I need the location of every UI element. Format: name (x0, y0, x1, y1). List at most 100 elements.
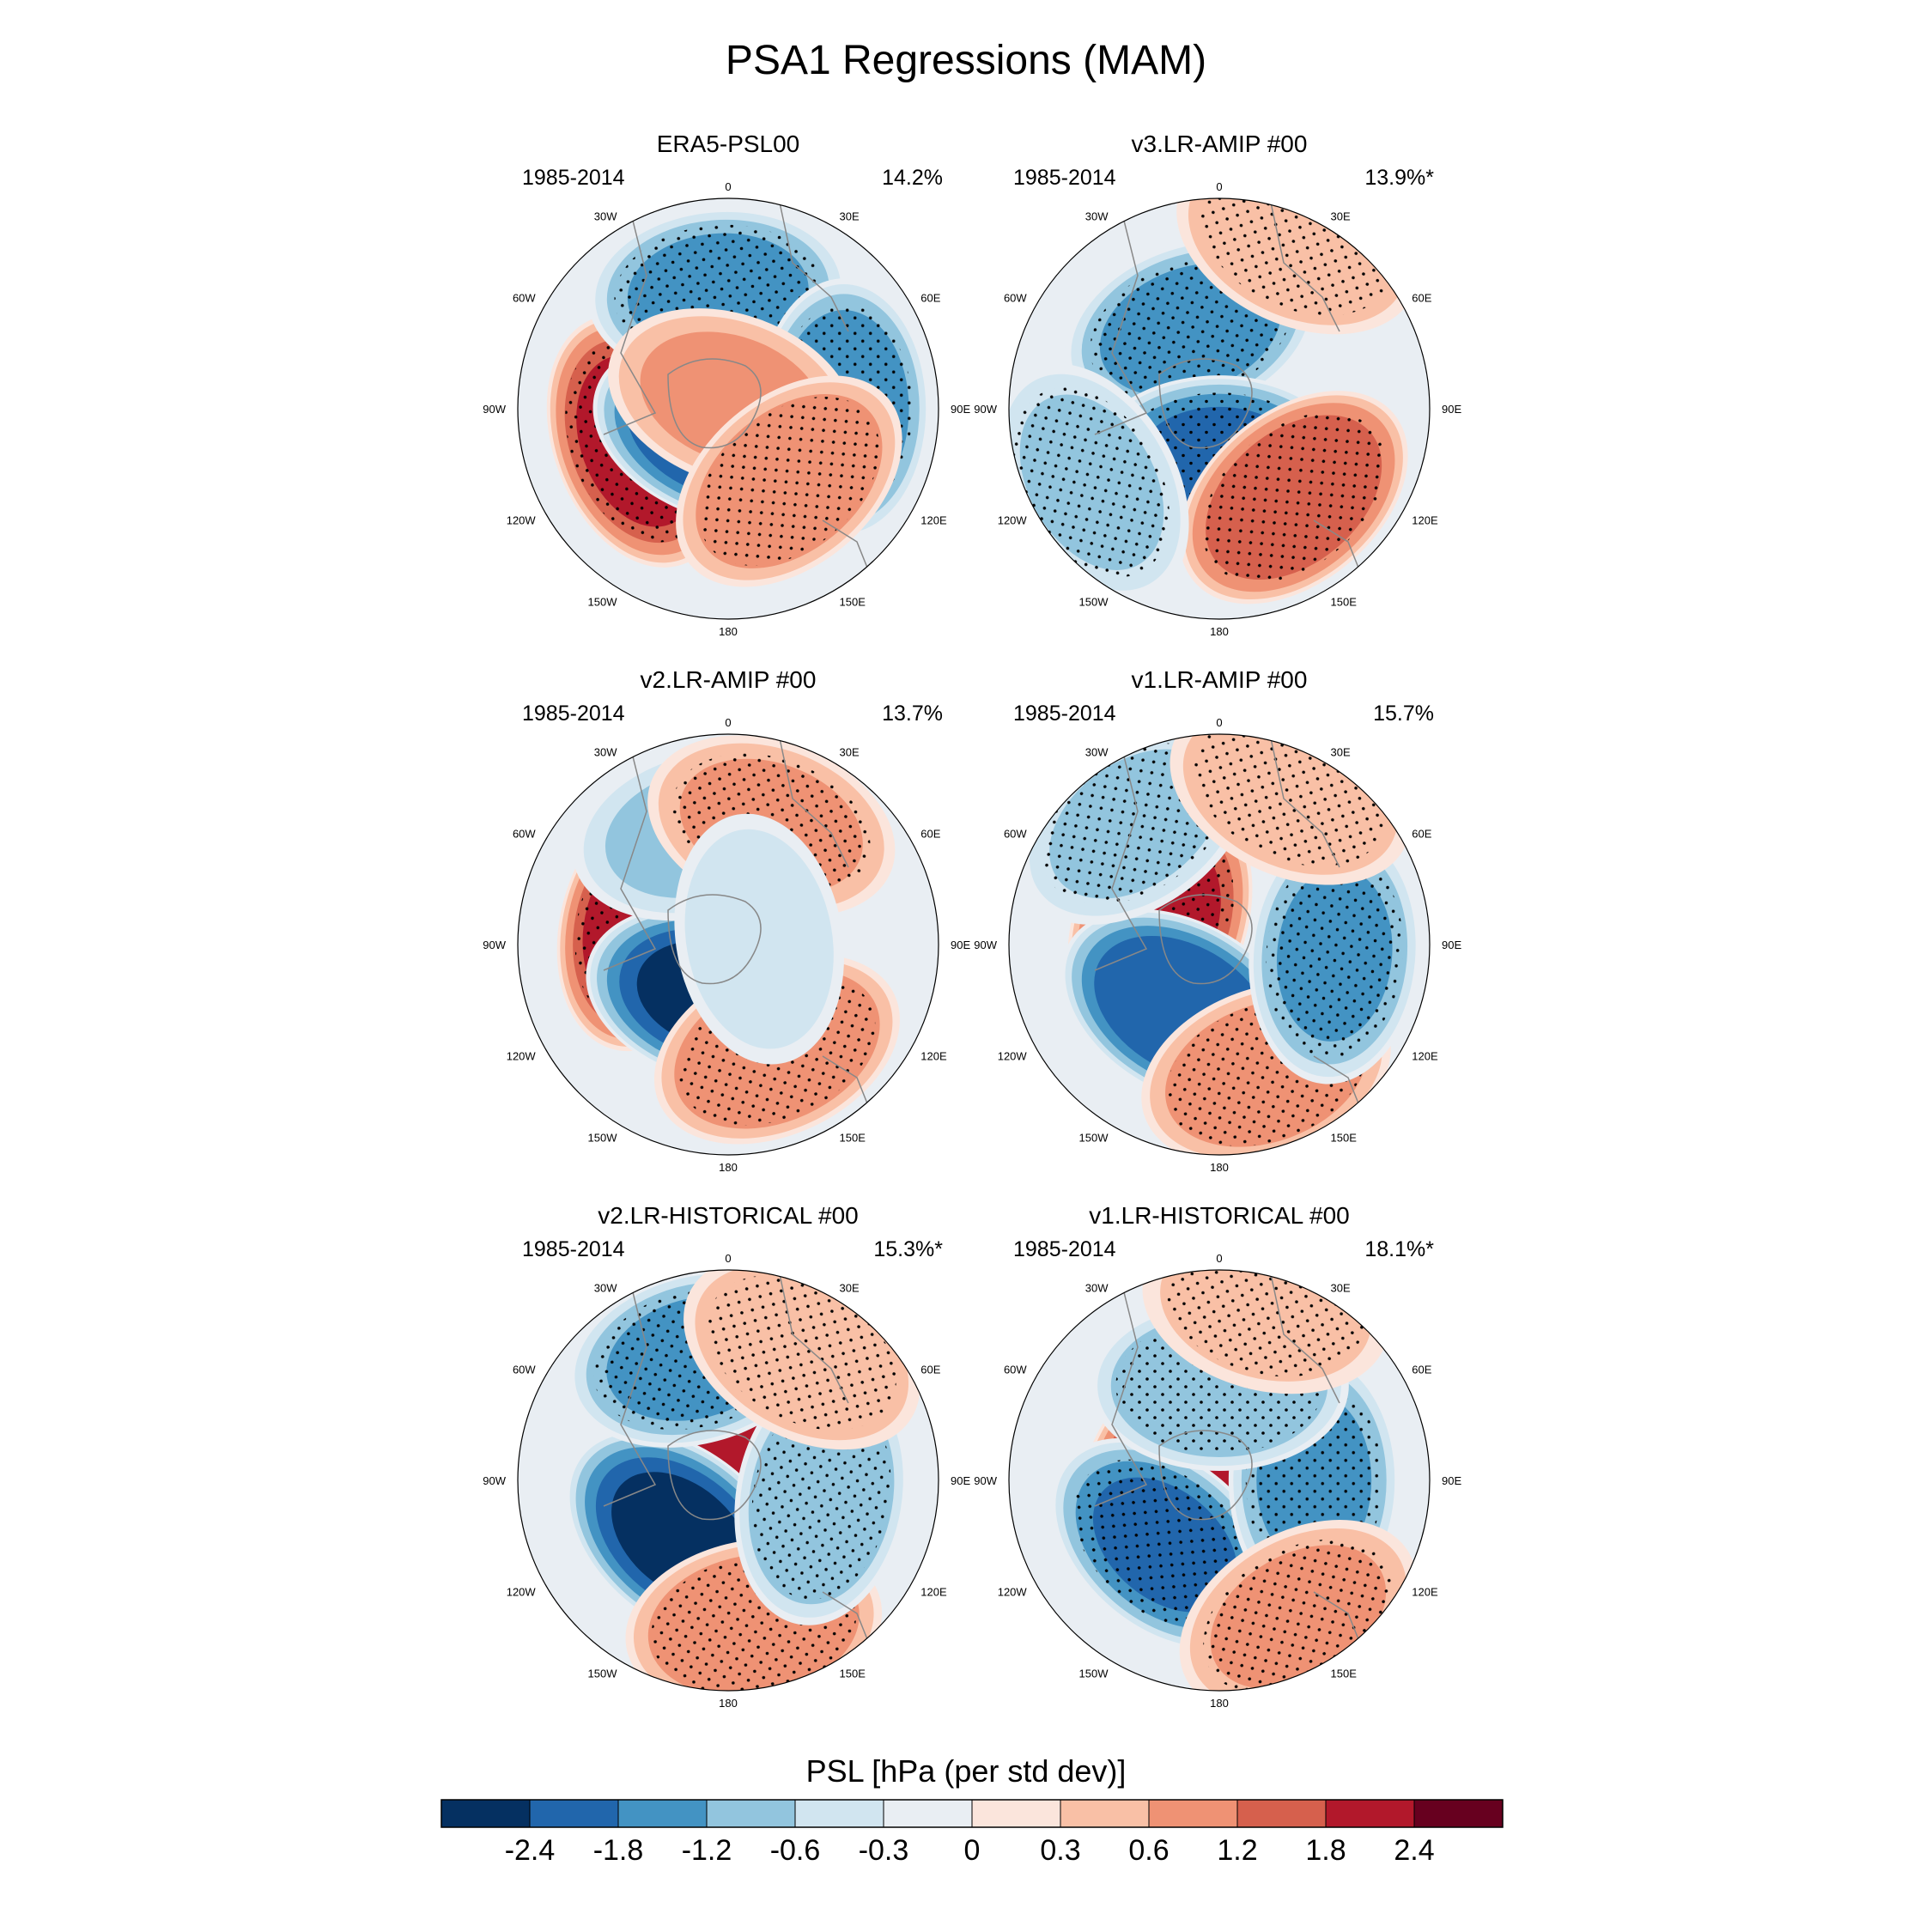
colorbar-tick-label: -0.3 (859, 1834, 909, 1867)
colorbar-swatch (1414, 1800, 1504, 1827)
panel-period: 1985-2014 (1013, 166, 1116, 190)
longitude-label: 150W (588, 1131, 618, 1144)
longitude-label: 120E (920, 1586, 947, 1599)
map-border (1008, 733, 1431, 1156)
longitude-label: 30E (840, 210, 860, 223)
anomaly-blob (1249, 825, 1421, 1084)
panel-title: v2.LR-AMIP #00 (641, 666, 817, 693)
longitude-label: 120W (998, 514, 1028, 527)
significance-stipple (1202, 411, 1385, 583)
longitude-label: 30E (1331, 746, 1351, 759)
colorbar-label: PSL [hPa (per std dev)] (806, 1753, 1127, 1789)
map-panel: 0 30E 60E 90E 120E 150E 180 150W 120W 90W 60W 30W v2… (483, 1202, 970, 1710)
coastline (1094, 742, 1148, 971)
colorbar-tick-label: 1.8 (1305, 1834, 1346, 1867)
longitude-label: 60E (1412, 292, 1431, 305)
coastline (1094, 1278, 1148, 1507)
longitude-label: 30E (840, 1282, 860, 1295)
longitude-label: 120W (507, 1586, 537, 1599)
panel-title: v1.LR-AMIP #00 (1132, 666, 1308, 693)
map-border (517, 733, 939, 1156)
colorbar-tick-label: -1.2 (682, 1834, 732, 1867)
longitude-label: 90W (483, 939, 506, 951)
colorbar-tick-label: 0 (964, 1834, 981, 1867)
colorbar-swatch (707, 1800, 796, 1827)
longitude-label: 60W (1004, 1364, 1027, 1376)
longitude-label: 30E (1331, 1282, 1351, 1295)
colorbar: PSL [hPa (per std dev)] -2.4 -1.8 -1.2 -0.6… (440, 1753, 1504, 1867)
longitude-label: 30W (1085, 746, 1109, 759)
panel-variance: 15.3%* (873, 1237, 943, 1261)
longitude-label: 120E (1412, 1050, 1438, 1063)
colorbar-swatch (795, 1800, 884, 1827)
longitude-label: 90W (483, 1474, 506, 1487)
colorbar-swatch (884, 1800, 973, 1827)
longitude-label: 120W (507, 1050, 537, 1063)
longitude-label: 60E (1412, 1364, 1431, 1376)
coastline (667, 1430, 762, 1521)
longitude-label: 30W (1085, 1282, 1109, 1295)
longitude-label: 30E (840, 746, 860, 759)
map-panel: 0 30E 60E 90E 120E 150E 180 150W 120W 90W 60W 30W v1… (974, 666, 1461, 1174)
longitude-label: 30W (1085, 210, 1109, 223)
colorbar-tick-label: 0.3 (1040, 1834, 1080, 1867)
significance-stipple (707, 1275, 896, 1431)
longitude-label: 150E (1331, 595, 1358, 608)
colorbar-swatch (1149, 1800, 1238, 1827)
longitude-label: 180 (1210, 1161, 1229, 1174)
longitude-label: 60W (513, 828, 536, 841)
colorbar-swatch (530, 1800, 619, 1827)
coastline (603, 1278, 657, 1507)
colorbar-tick-label: 2.4 (1394, 1834, 1434, 1867)
longitude-label: 120E (920, 514, 947, 527)
longitude-label: 180 (1210, 625, 1229, 638)
coastline (779, 202, 849, 332)
map-panel: 0 30E 60E 90E 120E 150E 180 150W 120W 90W 60W 30W v1… (974, 1202, 1461, 1710)
longitude-label: 120E (1412, 1586, 1438, 1599)
coastline (779, 738, 849, 868)
longitude-label: 90E (951, 939, 970, 951)
longitude-label: 60W (513, 292, 536, 305)
coastline (667, 358, 762, 449)
longitude-label: 150E (840, 595, 866, 608)
panel-variance: 13.9%* (1364, 166, 1434, 190)
colorbar-tick-label: 1.2 (1217, 1834, 1257, 1867)
longitude-label: 0 (725, 180, 731, 193)
coastline (603, 206, 657, 435)
significance-stipple (1014, 387, 1170, 578)
longitude-label: 150W (1079, 595, 1109, 608)
panel-variance: 15.7% (1373, 702, 1434, 726)
coastline (1270, 738, 1340, 868)
coastline (1158, 894, 1253, 985)
map-border (517, 197, 939, 620)
longitude-label: 60W (513, 1364, 536, 1376)
longitude-label: 120W (507, 514, 537, 527)
significance-stipple (698, 397, 880, 566)
panel-variance: 14.2% (882, 166, 943, 190)
colorbar-swatch (441, 1800, 531, 1827)
longitude-label: 30E (1331, 210, 1351, 223)
coastline (1270, 1273, 1340, 1404)
longitude-label: 90W (483, 403, 506, 416)
longitude-label: 150W (588, 1667, 618, 1680)
panel-title: ERA5-PSL00 (657, 131, 800, 157)
longitude-label: 0 (1216, 1252, 1222, 1265)
colorbar-tick-label: -0.6 (770, 1834, 821, 1867)
longitude-label: 60E (920, 828, 940, 841)
longitude-label: 120W (998, 1586, 1028, 1599)
coastline (1270, 202, 1340, 332)
panel-variance: 13.7% (882, 702, 943, 726)
longitude-label: 60W (1004, 828, 1027, 841)
longitude-label: 60E (920, 292, 940, 305)
longitude-label: 180 (719, 625, 738, 638)
panel-title: v3.LR-AMIP #00 (1132, 131, 1308, 157)
map-border (1008, 197, 1431, 620)
longitude-label: 180 (719, 1697, 738, 1710)
longitude-label: 150E (1331, 1131, 1358, 1144)
longitude-label: 30W (594, 210, 617, 223)
longitude-label: 120W (998, 1050, 1028, 1063)
panel-period: 1985-2014 (1013, 702, 1116, 726)
colorbar-swatch (972, 1800, 1061, 1827)
panel-title: v2.LR-HISTORICAL #00 (598, 1202, 858, 1229)
coastline (779, 1273, 849, 1404)
